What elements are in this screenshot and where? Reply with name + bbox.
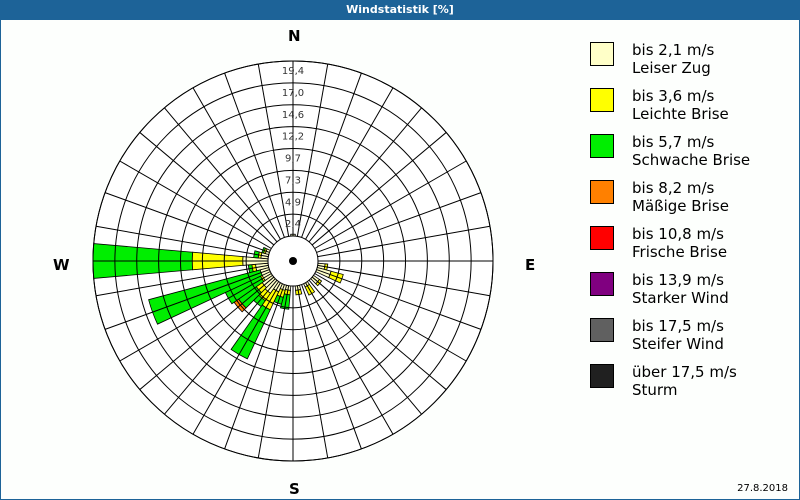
svg-text:19,4: 19,4 bbox=[282, 66, 304, 77]
legend-swatch bbox=[590, 272, 614, 296]
legend-name: Mäßige Brise bbox=[632, 197, 729, 215]
legend-range: bis 5,7 m/s bbox=[632, 133, 715, 151]
legend-range: bis 2,1 m/s bbox=[632, 41, 715, 59]
wind-sector-segment bbox=[279, 293, 291, 310]
legend-swatch bbox=[590, 88, 614, 112]
date-label: 27.8.2018 bbox=[737, 483, 788, 494]
compass-north-label: N bbox=[288, 27, 301, 45]
svg-text:4,9: 4,9 bbox=[285, 197, 301, 208]
legend-range: bis 13,9 m/s bbox=[632, 271, 724, 289]
compass-west-label: W bbox=[53, 256, 70, 274]
legend-range: bis 3,6 m/s bbox=[632, 87, 715, 105]
svg-text:2,4: 2,4 bbox=[285, 219, 301, 230]
legend-name: Frische Brise bbox=[632, 243, 728, 261]
legend-name: Starker Wind bbox=[632, 289, 729, 307]
legend-name: Leiser Zug bbox=[632, 59, 711, 77]
legend-swatch bbox=[590, 226, 614, 250]
legend-range: bis 8,2 m/s bbox=[632, 179, 715, 197]
legend-swatch bbox=[590, 134, 614, 158]
legend-swatch bbox=[590, 318, 614, 342]
compass-east-label: E bbox=[525, 256, 536, 274]
legend-range: bis 10,8 m/s bbox=[632, 225, 724, 243]
legend-swatch bbox=[590, 364, 614, 388]
legend-name: Leichte Brise bbox=[632, 105, 729, 123]
svg-text:12,2: 12,2 bbox=[282, 132, 304, 143]
legend-name: Schwache Brise bbox=[632, 151, 751, 169]
svg-text:17,0: 17,0 bbox=[282, 88, 304, 99]
svg-text:9,7: 9,7 bbox=[285, 154, 301, 165]
legend-range: bis 17,5 m/s bbox=[632, 317, 724, 335]
legend-swatch bbox=[590, 42, 614, 66]
svg-text:14,6: 14,6 bbox=[282, 110, 304, 121]
legend-name: Sturm bbox=[632, 381, 678, 399]
wind-sector-segment bbox=[148, 269, 263, 325]
window-title: Windstatistik [%] bbox=[0, 0, 800, 20]
svg-text:7,3: 7,3 bbox=[285, 175, 301, 186]
legend-swatch bbox=[590, 180, 614, 204]
legend-name: Steifer Wind bbox=[632, 335, 724, 353]
wind-sector-segment bbox=[230, 304, 271, 360]
compass-south-label: S bbox=[289, 480, 300, 498]
legend-range: über 17,5 m/s bbox=[632, 363, 737, 381]
